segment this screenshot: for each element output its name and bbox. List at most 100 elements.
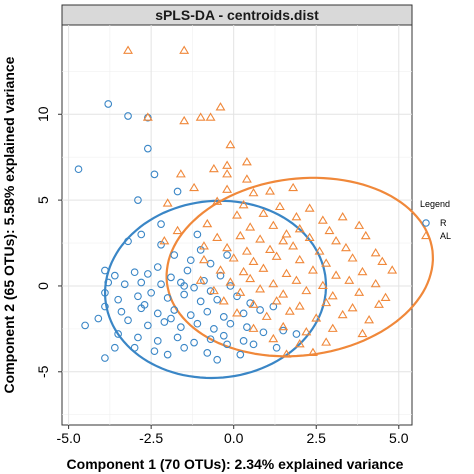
point-al (268, 220, 279, 229)
point-r (74, 165, 83, 174)
point-al (281, 349, 292, 358)
point-al (258, 263, 269, 272)
point-al (288, 241, 299, 250)
point-al (327, 290, 338, 300)
point-r (226, 319, 235, 328)
point-al (337, 211, 348, 221)
point-al (212, 232, 223, 241)
point-r (279, 326, 288, 335)
point-al (357, 266, 368, 276)
legend-title: Legend (420, 199, 450, 209)
tick-layer: -5.0 -2.5 0.0 2.5 5.0 -5 0 5 10 (35, 106, 409, 446)
legend-label-al: AL (440, 231, 451, 241)
point-r (219, 312, 228, 321)
point-r (101, 288, 109, 297)
point-r (180, 290, 189, 299)
ellipse-layer (104, 176, 435, 380)
point-r (213, 295, 222, 304)
point-r (134, 196, 142, 204)
point-al (337, 309, 348, 319)
point-al (317, 280, 328, 290)
point-r (167, 314, 175, 323)
point-al (294, 254, 305, 264)
point-al (225, 139, 236, 149)
point-al (248, 256, 259, 265)
point-al (245, 222, 256, 231)
point-al (271, 296, 282, 305)
point-r (143, 321, 152, 330)
x-tick-label: 2.5 (307, 430, 327, 446)
point-al (189, 182, 200, 192)
point-al (179, 45, 190, 54)
point-al (347, 302, 358, 312)
point-al (222, 242, 233, 252)
point-r (210, 325, 218, 333)
point-r (104, 100, 113, 108)
point-al (278, 321, 289, 331)
point-al (360, 230, 371, 240)
point-r (216, 271, 225, 280)
point-r (114, 295, 122, 304)
point-r (117, 307, 126, 316)
point-al (294, 224, 305, 233)
point-al (301, 285, 312, 295)
point-al (232, 308, 242, 317)
point-al (374, 299, 384, 308)
point-al (265, 244, 275, 253)
point-al (377, 256, 388, 265)
point-al (222, 184, 233, 193)
point-r (193, 319, 202, 328)
point-al (314, 246, 325, 255)
x-tick-label: -2.5 (139, 430, 163, 446)
y-tick-label: -5 (35, 365, 51, 378)
point-r (180, 343, 189, 352)
point-al (238, 266, 249, 276)
point-al (324, 225, 335, 235)
x-tick-label: -5.0 (57, 430, 81, 446)
point-al (215, 265, 226, 274)
point-r (130, 343, 139, 352)
point-r (110, 271, 119, 280)
legend-marker-al (421, 230, 431, 240)
point-al (354, 220, 365, 229)
point-r (150, 347, 159, 356)
point-r (143, 270, 152, 278)
plot-panel (61, 24, 413, 426)
point-r (110, 343, 119, 352)
point-al (301, 327, 312, 336)
point-r (206, 259, 215, 268)
point-r (101, 302, 109, 311)
point-al (255, 284, 266, 293)
point-r (249, 340, 258, 349)
point-al (232, 210, 242, 219)
point-al (294, 301, 305, 310)
point-al (354, 287, 365, 296)
point-r (94, 314, 103, 323)
point-al (364, 315, 375, 324)
point-al (294, 339, 305, 348)
point-al (307, 347, 318, 356)
point-r (239, 309, 248, 318)
point-r (219, 331, 228, 340)
point-al (241, 246, 252, 255)
point-r (124, 112, 132, 120)
point-al (228, 253, 239, 262)
point-r (150, 170, 159, 179)
point-r (177, 323, 185, 331)
point-r (153, 263, 162, 271)
point-r (292, 330, 301, 338)
point-r (239, 337, 248, 345)
point-al (212, 196, 223, 205)
point-al (218, 296, 229, 305)
point-al (241, 174, 252, 183)
point-al (235, 230, 246, 240)
grid-layer (62, 25, 412, 425)
point-al (278, 236, 289, 245)
point-al (261, 311, 272, 320)
x-axis-title: Component 1 (70 OTUs): 2.34% explained v… (67, 456, 404, 472)
point-r (196, 246, 205, 254)
point-r (180, 282, 189, 290)
point-r (213, 355, 222, 364)
point-al (205, 112, 216, 121)
